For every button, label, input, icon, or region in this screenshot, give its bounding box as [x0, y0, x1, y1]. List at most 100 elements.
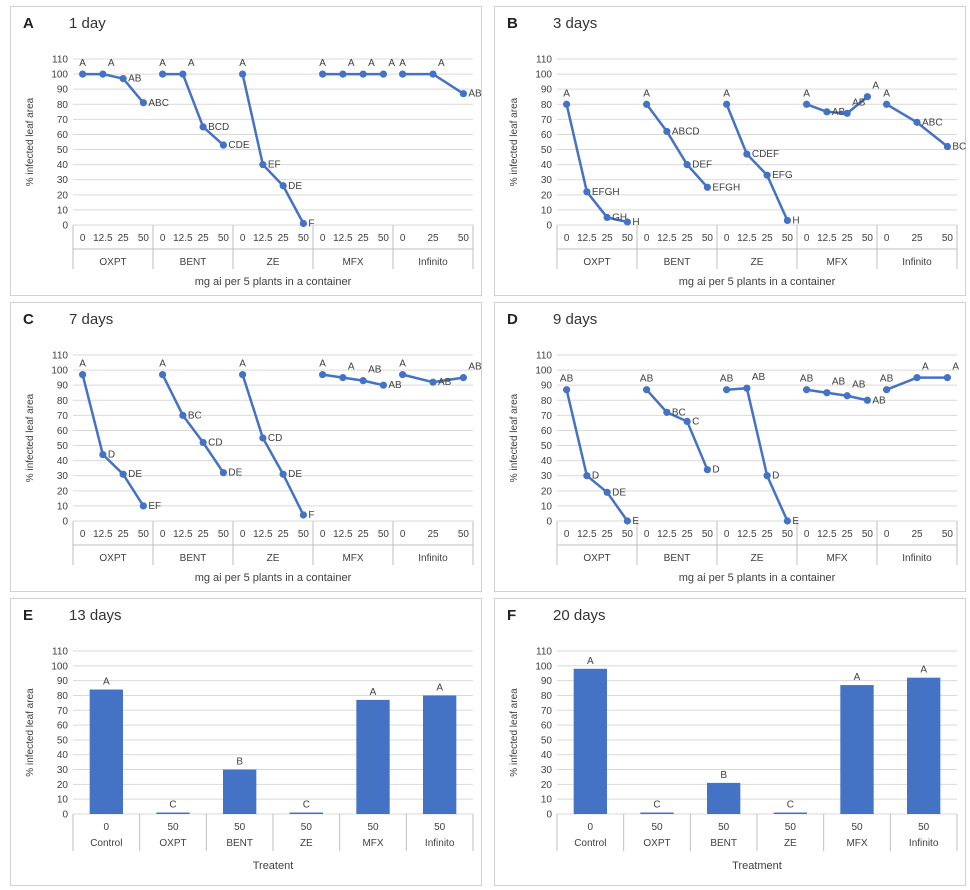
- data-point: [663, 408, 671, 416]
- x-axis-title: Treatent: [253, 860, 294, 872]
- data-point: [723, 386, 731, 394]
- x-tick-label: 50: [138, 529, 150, 540]
- category-label: ZE: [300, 838, 313, 849]
- bar: [707, 782, 741, 814]
- y-tick-label: 40: [541, 160, 553, 171]
- chart-e: 0 10 20 30 40 50 60 70 80 90 100 110 % infected leaf…: [25, 647, 474, 872]
- x-tick-label: 50: [301, 822, 313, 833]
- significance-label: EFGH: [712, 182, 740, 193]
- category-label: Infinito: [902, 553, 932, 564]
- significance-label: EF: [148, 501, 161, 512]
- y-tick-label: 50: [57, 441, 69, 452]
- y-axis-label: % infected leaf area: [25, 97, 36, 186]
- y-tick-label: 10: [541, 205, 553, 216]
- significance-label: AB: [752, 372, 766, 383]
- y-tick-label: 60: [541, 721, 553, 732]
- significance-label: A: [319, 359, 326, 370]
- y-tick-label: 40: [541, 750, 553, 761]
- data-point: [119, 75, 127, 83]
- y-tick-label: 100: [535, 70, 552, 81]
- panel-label: D: [507, 311, 518, 328]
- y-tick-label: 50: [57, 735, 69, 746]
- significance-label: C: [653, 800, 660, 811]
- x-tick-label: 12.5: [657, 233, 677, 244]
- data-point: [843, 109, 851, 117]
- bar: [223, 769, 257, 814]
- significance-label: A: [643, 88, 650, 99]
- x-tick-label: 50: [862, 529, 874, 540]
- x-tick-label: 0: [588, 822, 594, 833]
- x-tick-label: 50: [785, 822, 797, 833]
- y-tick-label: 80: [57, 100, 69, 111]
- x-axis-title: mg ai per 5 plants in a container: [195, 572, 352, 584]
- significance-label: H: [632, 217, 639, 228]
- category-label: Infinito: [418, 553, 448, 564]
- x-tick-label: 0: [804, 529, 810, 540]
- significance-label: A: [188, 58, 195, 69]
- x-tick-label: 50: [702, 233, 714, 244]
- data-point: [139, 99, 147, 107]
- x-tick-label: 50: [918, 822, 930, 833]
- x-tick-label: 25: [118, 529, 130, 540]
- chart-c: 0 10 20 30 40 50 60 70 80 90 100 110 % infected leaf…: [25, 351, 482, 585]
- category-label: MFX: [826, 553, 847, 564]
- data-point: [683, 161, 691, 169]
- data-point: [459, 90, 467, 98]
- chart-a: 0 10 20 30 40 50 60 70 80 90 100 110 % infected leaf…: [25, 55, 482, 289]
- x-tick-label: 0: [320, 529, 326, 540]
- y-tick-label: 100: [51, 70, 68, 81]
- x-tick-label: 50: [718, 822, 730, 833]
- data-point: [743, 150, 751, 158]
- significance-label: CD: [208, 438, 222, 449]
- data-point: [119, 470, 127, 478]
- x-tick-label: 0: [884, 233, 890, 244]
- category-label: Infinito: [902, 257, 932, 268]
- x-tick-label: 12.5: [577, 233, 597, 244]
- data-point: [863, 93, 871, 101]
- significance-label: D: [712, 465, 719, 476]
- x-tick-label: 25: [762, 529, 774, 540]
- category-label: MFX: [846, 838, 867, 849]
- series-line: [725, 103, 789, 221]
- x-tick-label: 0: [400, 233, 406, 244]
- significance-label: A: [388, 58, 395, 69]
- significance-label: BCD: [208, 122, 229, 133]
- y-tick-label: 40: [57, 750, 69, 761]
- y-tick-label: 110: [52, 647, 68, 658]
- x-tick-label: 12.5: [817, 529, 837, 540]
- y-tick-label: 50: [57, 145, 69, 156]
- y-tick-label: 40: [57, 160, 69, 171]
- x-tick-label: 50: [622, 233, 634, 244]
- significance-label: A: [952, 362, 959, 373]
- y-axis-label: % infected leaf area: [509, 393, 520, 482]
- y-tick-label: 20: [541, 190, 553, 201]
- significance-label: A: [348, 58, 355, 69]
- y-tick-label: 90: [541, 381, 553, 392]
- y-tick-label: 60: [541, 426, 553, 437]
- bar: [423, 695, 457, 814]
- data-point: [219, 141, 227, 149]
- data-point: [319, 70, 327, 78]
- significance-label: A: [159, 359, 166, 370]
- significance-label: AB: [872, 395, 886, 406]
- significance-label: F: [308, 510, 314, 521]
- significance-label: A: [563, 88, 570, 99]
- data-point: [943, 374, 951, 382]
- series-line: [241, 374, 305, 516]
- data-point: [643, 100, 651, 108]
- x-tick-label: 50: [298, 529, 310, 540]
- x-tick-label: 25: [278, 529, 290, 540]
- y-tick-label: 100: [51, 366, 68, 377]
- y-axis-label: % infected leaf area: [509, 688, 520, 777]
- significance-label: A: [239, 359, 246, 370]
- data-point: [783, 517, 791, 525]
- bar: [89, 689, 123, 814]
- y-tick-label: 20: [541, 486, 553, 497]
- y-tick-label: 30: [57, 175, 69, 186]
- significance-label: AB: [640, 374, 654, 385]
- significance-label: A: [872, 81, 879, 92]
- x-axis-title: mg ai per 5 plants in a container: [679, 572, 836, 584]
- x-tick-label: 50: [458, 529, 470, 540]
- x-tick-label: 25: [278, 233, 290, 244]
- significance-label: D: [772, 471, 779, 482]
